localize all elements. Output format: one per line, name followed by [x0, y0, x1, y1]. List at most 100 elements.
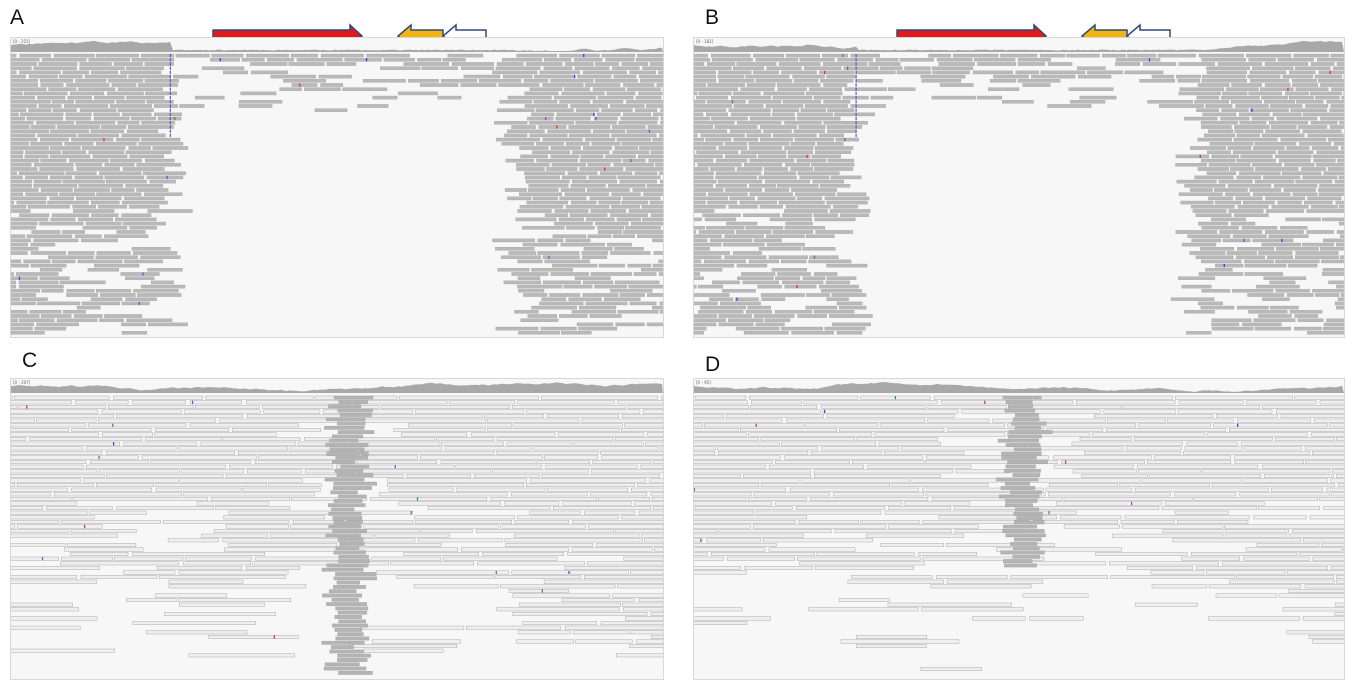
read	[694, 53, 708, 58]
spike-read	[330, 490, 358, 495]
read	[1251, 116, 1275, 121]
read	[720, 301, 761, 306]
read	[726, 414, 824, 419]
read	[76, 305, 101, 310]
read	[839, 305, 867, 310]
spike-read	[333, 486, 372, 490]
read	[709, 238, 753, 243]
read	[694, 565, 741, 570]
read	[403, 62, 450, 66]
mismatch-mark	[846, 66, 849, 70]
spike-read	[328, 524, 362, 529]
read	[694, 179, 717, 184]
spike-read	[333, 520, 363, 525]
read	[732, 251, 762, 255]
read-pileup-a	[11, 41, 663, 335]
read	[11, 276, 38, 280]
spike-read	[328, 503, 366, 508]
read	[36, 322, 79, 327]
read	[1294, 314, 1319, 318]
read	[125, 184, 164, 188]
read	[799, 561, 925, 566]
read	[1252, 238, 1294, 243]
read	[1208, 196, 1233, 201]
read	[23, 259, 51, 264]
spike-read	[329, 438, 359, 443]
read	[178, 602, 265, 607]
read	[1233, 137, 1278, 142]
read	[514, 533, 640, 538]
read	[11, 607, 79, 612]
read	[1218, 179, 1253, 184]
read	[1224, 524, 1344, 529]
read	[625, 226, 661, 230]
read	[11, 648, 115, 653]
read	[784, 455, 924, 460]
read	[736, 62, 777, 66]
read	[1202, 112, 1237, 117]
read	[11, 616, 98, 621]
read	[579, 158, 622, 163]
read	[11, 242, 28, 247]
spike-read	[338, 671, 373, 675]
read	[652, 506, 663, 511]
read	[1177, 409, 1273, 414]
read	[1000, 53, 1038, 58]
read	[536, 460, 591, 465]
read	[1139, 79, 1175, 83]
read	[824, 196, 870, 201]
read	[1017, 79, 1061, 83]
read	[37, 301, 81, 306]
read	[559, 314, 588, 318]
read	[619, 179, 657, 184]
read	[561, 598, 635, 602]
read	[471, 432, 556, 437]
read	[179, 104, 205, 108]
read	[52, 259, 76, 264]
read	[650, 635, 663, 639]
read	[122, 167, 165, 171]
read	[11, 473, 105, 478]
read	[694, 314, 717, 318]
read	[517, 515, 619, 520]
read	[11, 314, 40, 318]
spike-read	[333, 481, 377, 486]
read	[834, 529, 952, 533]
read	[638, 510, 663, 515]
clip-mark	[855, 54, 857, 58]
read	[595, 79, 638, 83]
read	[694, 533, 804, 538]
spike-read	[1012, 554, 1040, 559]
mismatch-mark	[142, 272, 144, 276]
read	[474, 473, 540, 478]
read	[614, 247, 644, 251]
read	[1196, 565, 1329, 570]
read	[638, 598, 663, 602]
read	[595, 62, 619, 66]
read	[129, 205, 160, 209]
read	[823, 100, 851, 104]
spike-read	[339, 413, 372, 417]
read	[30, 242, 56, 247]
read	[694, 87, 738, 91]
read	[1253, 192, 1291, 196]
read	[1302, 129, 1342, 133]
read	[755, 322, 785, 327]
read	[96, 251, 131, 255]
read	[1275, 289, 1310, 293]
read	[775, 501, 902, 506]
read	[847, 579, 944, 584]
read	[1329, 108, 1344, 112]
read	[621, 62, 649, 66]
read	[11, 251, 28, 255]
clip-mark	[855, 121, 857, 125]
read	[141, 137, 181, 142]
read	[11, 200, 14, 205]
read	[1207, 150, 1231, 154]
read	[777, 272, 811, 276]
read	[288, 62, 325, 66]
mismatch-mark	[416, 497, 419, 501]
spike-read	[336, 421, 366, 426]
read	[501, 58, 543, 62]
read	[694, 519, 796, 524]
